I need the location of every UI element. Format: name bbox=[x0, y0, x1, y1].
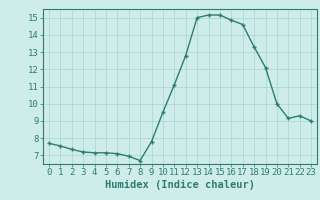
X-axis label: Humidex (Indice chaleur): Humidex (Indice chaleur) bbox=[105, 180, 255, 190]
